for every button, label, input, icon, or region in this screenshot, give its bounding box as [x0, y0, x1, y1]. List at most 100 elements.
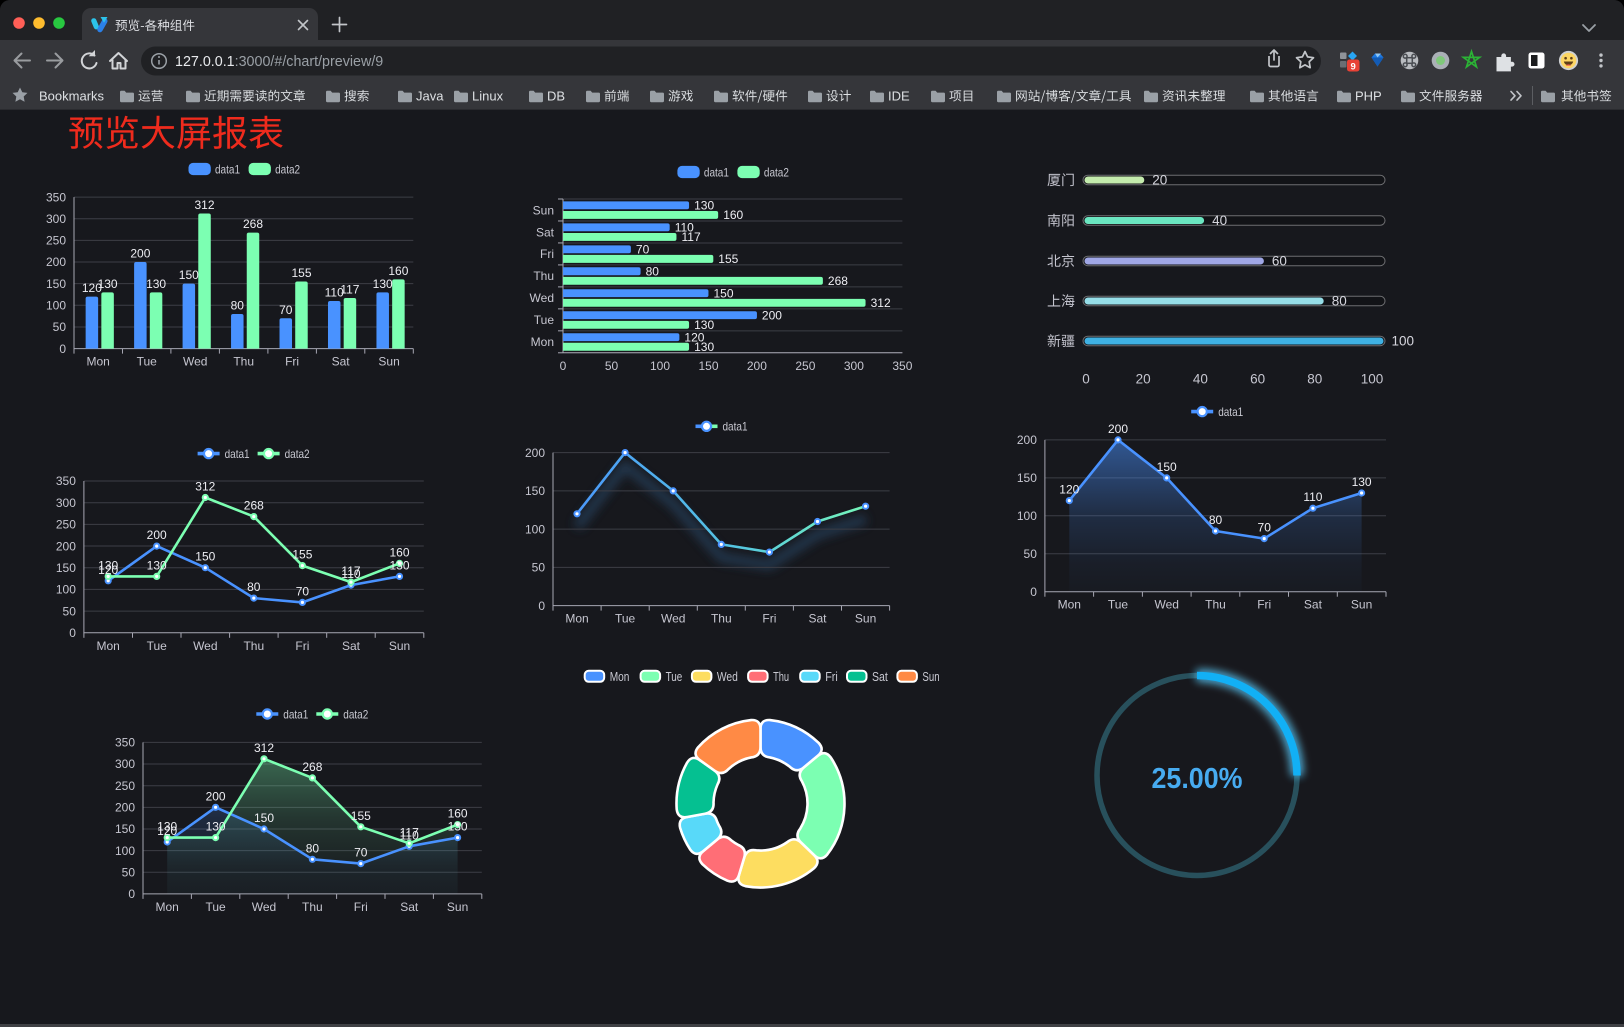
- svg-text:250: 250: [795, 359, 815, 373]
- svg-text:130: 130: [694, 318, 714, 332]
- svg-text:130: 130: [389, 558, 409, 572]
- svg-text:150: 150: [56, 561, 76, 575]
- svg-text:350: 350: [46, 190, 66, 204]
- svg-text:130: 130: [98, 558, 118, 572]
- svg-text:Mon: Mon: [97, 639, 120, 653]
- svg-text:300: 300: [115, 757, 135, 771]
- svg-text:50: 50: [63, 604, 77, 618]
- svg-text:PHP: PHP: [1355, 88, 1382, 103]
- svg-text:0: 0: [1082, 372, 1090, 387]
- svg-text:Fri: Fri: [285, 355, 299, 369]
- svg-text:Java: Java: [416, 88, 444, 103]
- svg-text:Thu: Thu: [533, 269, 554, 283]
- svg-text:Mon: Mon: [565, 612, 588, 626]
- svg-text:155: 155: [351, 809, 371, 823]
- svg-text:80: 80: [231, 299, 245, 313]
- svg-text:Tue: Tue: [205, 900, 226, 914]
- svg-text:127.0.0.1:3000/#/chart/preview: 127.0.0.1:3000/#/chart/preview/9: [175, 54, 383, 70]
- svg-text:data2: data2: [275, 162, 300, 176]
- svg-text:Fri: Fri: [295, 639, 309, 653]
- svg-text:150: 150: [1157, 460, 1177, 474]
- svg-text:40: 40: [1193, 372, 1208, 387]
- svg-text:80: 80: [247, 580, 261, 594]
- svg-text:data1: data1: [215, 162, 240, 176]
- svg-text:50: 50: [532, 561, 546, 575]
- svg-text:40: 40: [1212, 213, 1227, 228]
- svg-text:100: 100: [1392, 334, 1415, 349]
- svg-text:155: 155: [718, 252, 738, 266]
- svg-text:50: 50: [122, 866, 136, 880]
- svg-text:Sun: Sun: [855, 612, 876, 626]
- svg-text:0: 0: [538, 599, 545, 613]
- svg-text:120: 120: [1059, 483, 1079, 497]
- svg-text:Sat: Sat: [536, 225, 555, 239]
- svg-text:Thu: Thu: [773, 670, 789, 684]
- svg-text:DB: DB: [547, 88, 565, 103]
- svg-text:Thu: Thu: [233, 355, 254, 369]
- svg-text:117: 117: [340, 283, 359, 297]
- svg-text:200: 200: [747, 359, 767, 373]
- svg-text:268: 268: [243, 217, 263, 231]
- svg-text:155: 155: [292, 548, 312, 562]
- svg-text:200: 200: [46, 255, 66, 269]
- svg-text:data1: data1: [1218, 405, 1243, 419]
- svg-text:117: 117: [341, 564, 360, 578]
- svg-text:312: 312: [194, 198, 214, 212]
- svg-text:Tue: Tue: [666, 670, 683, 684]
- svg-text:150: 150: [195, 550, 215, 564]
- svg-text:200: 200: [1108, 422, 1128, 436]
- svg-text:150: 150: [1017, 471, 1037, 485]
- svg-text:data1: data1: [283, 707, 308, 721]
- svg-text:Sun: Sun: [447, 900, 468, 914]
- svg-text:Mon: Mon: [610, 670, 630, 684]
- svg-text:70: 70: [1258, 521, 1272, 535]
- svg-text:268: 268: [302, 760, 322, 774]
- svg-text:Sun: Sun: [378, 355, 399, 369]
- svg-text:200: 200: [147, 528, 167, 542]
- svg-text:80: 80: [306, 841, 320, 855]
- svg-text:100: 100: [115, 844, 135, 858]
- svg-text:150: 150: [254, 811, 274, 825]
- svg-text:Fri: Fri: [354, 900, 368, 914]
- svg-text:0: 0: [128, 887, 135, 901]
- svg-text:130: 130: [694, 199, 714, 213]
- svg-text:160: 160: [388, 264, 408, 278]
- svg-text:80: 80: [1209, 513, 1223, 527]
- svg-text:Sat: Sat: [808, 612, 827, 626]
- svg-text:Sat: Sat: [1304, 598, 1323, 612]
- svg-text:Sat: Sat: [332, 355, 351, 369]
- svg-text:250: 250: [46, 234, 66, 248]
- svg-text:117: 117: [682, 230, 701, 244]
- svg-text:110: 110: [325, 286, 344, 300]
- svg-text:Tue: Tue: [137, 355, 158, 369]
- svg-text:70: 70: [279, 303, 293, 317]
- svg-text:data1: data1: [704, 165, 729, 179]
- svg-text:100: 100: [1017, 509, 1037, 523]
- svg-text:130: 130: [694, 340, 714, 354]
- svg-text:data1: data1: [723, 420, 748, 434]
- svg-text:120: 120: [82, 281, 102, 295]
- svg-text:Sat: Sat: [400, 900, 419, 914]
- svg-text:100: 100: [1361, 372, 1384, 387]
- svg-text:130: 130: [157, 820, 177, 834]
- svg-text:120: 120: [98, 563, 118, 577]
- svg-text:200: 200: [206, 789, 226, 803]
- svg-text:0: 0: [1030, 585, 1037, 599]
- svg-text:110: 110: [1303, 490, 1322, 504]
- svg-text:312: 312: [871, 296, 891, 310]
- svg-text:Mon: Mon: [156, 900, 179, 914]
- svg-text:Sat: Sat: [872, 670, 888, 684]
- svg-text:data2: data2: [285, 447, 310, 461]
- svg-text:80: 80: [1307, 372, 1322, 387]
- svg-text:130: 130: [147, 558, 167, 572]
- svg-text:117: 117: [400, 825, 419, 839]
- svg-text:100: 100: [525, 522, 545, 536]
- svg-text:Fri: Fri: [1257, 598, 1271, 612]
- svg-text:312: 312: [195, 480, 215, 494]
- svg-text:Fri: Fri: [540, 247, 554, 261]
- svg-text:Wed: Wed: [717, 670, 738, 684]
- svg-text:110: 110: [400, 828, 419, 842]
- svg-text:9: 9: [1351, 62, 1356, 73]
- svg-text:100: 100: [46, 299, 66, 313]
- svg-text:Thu: Thu: [302, 900, 323, 914]
